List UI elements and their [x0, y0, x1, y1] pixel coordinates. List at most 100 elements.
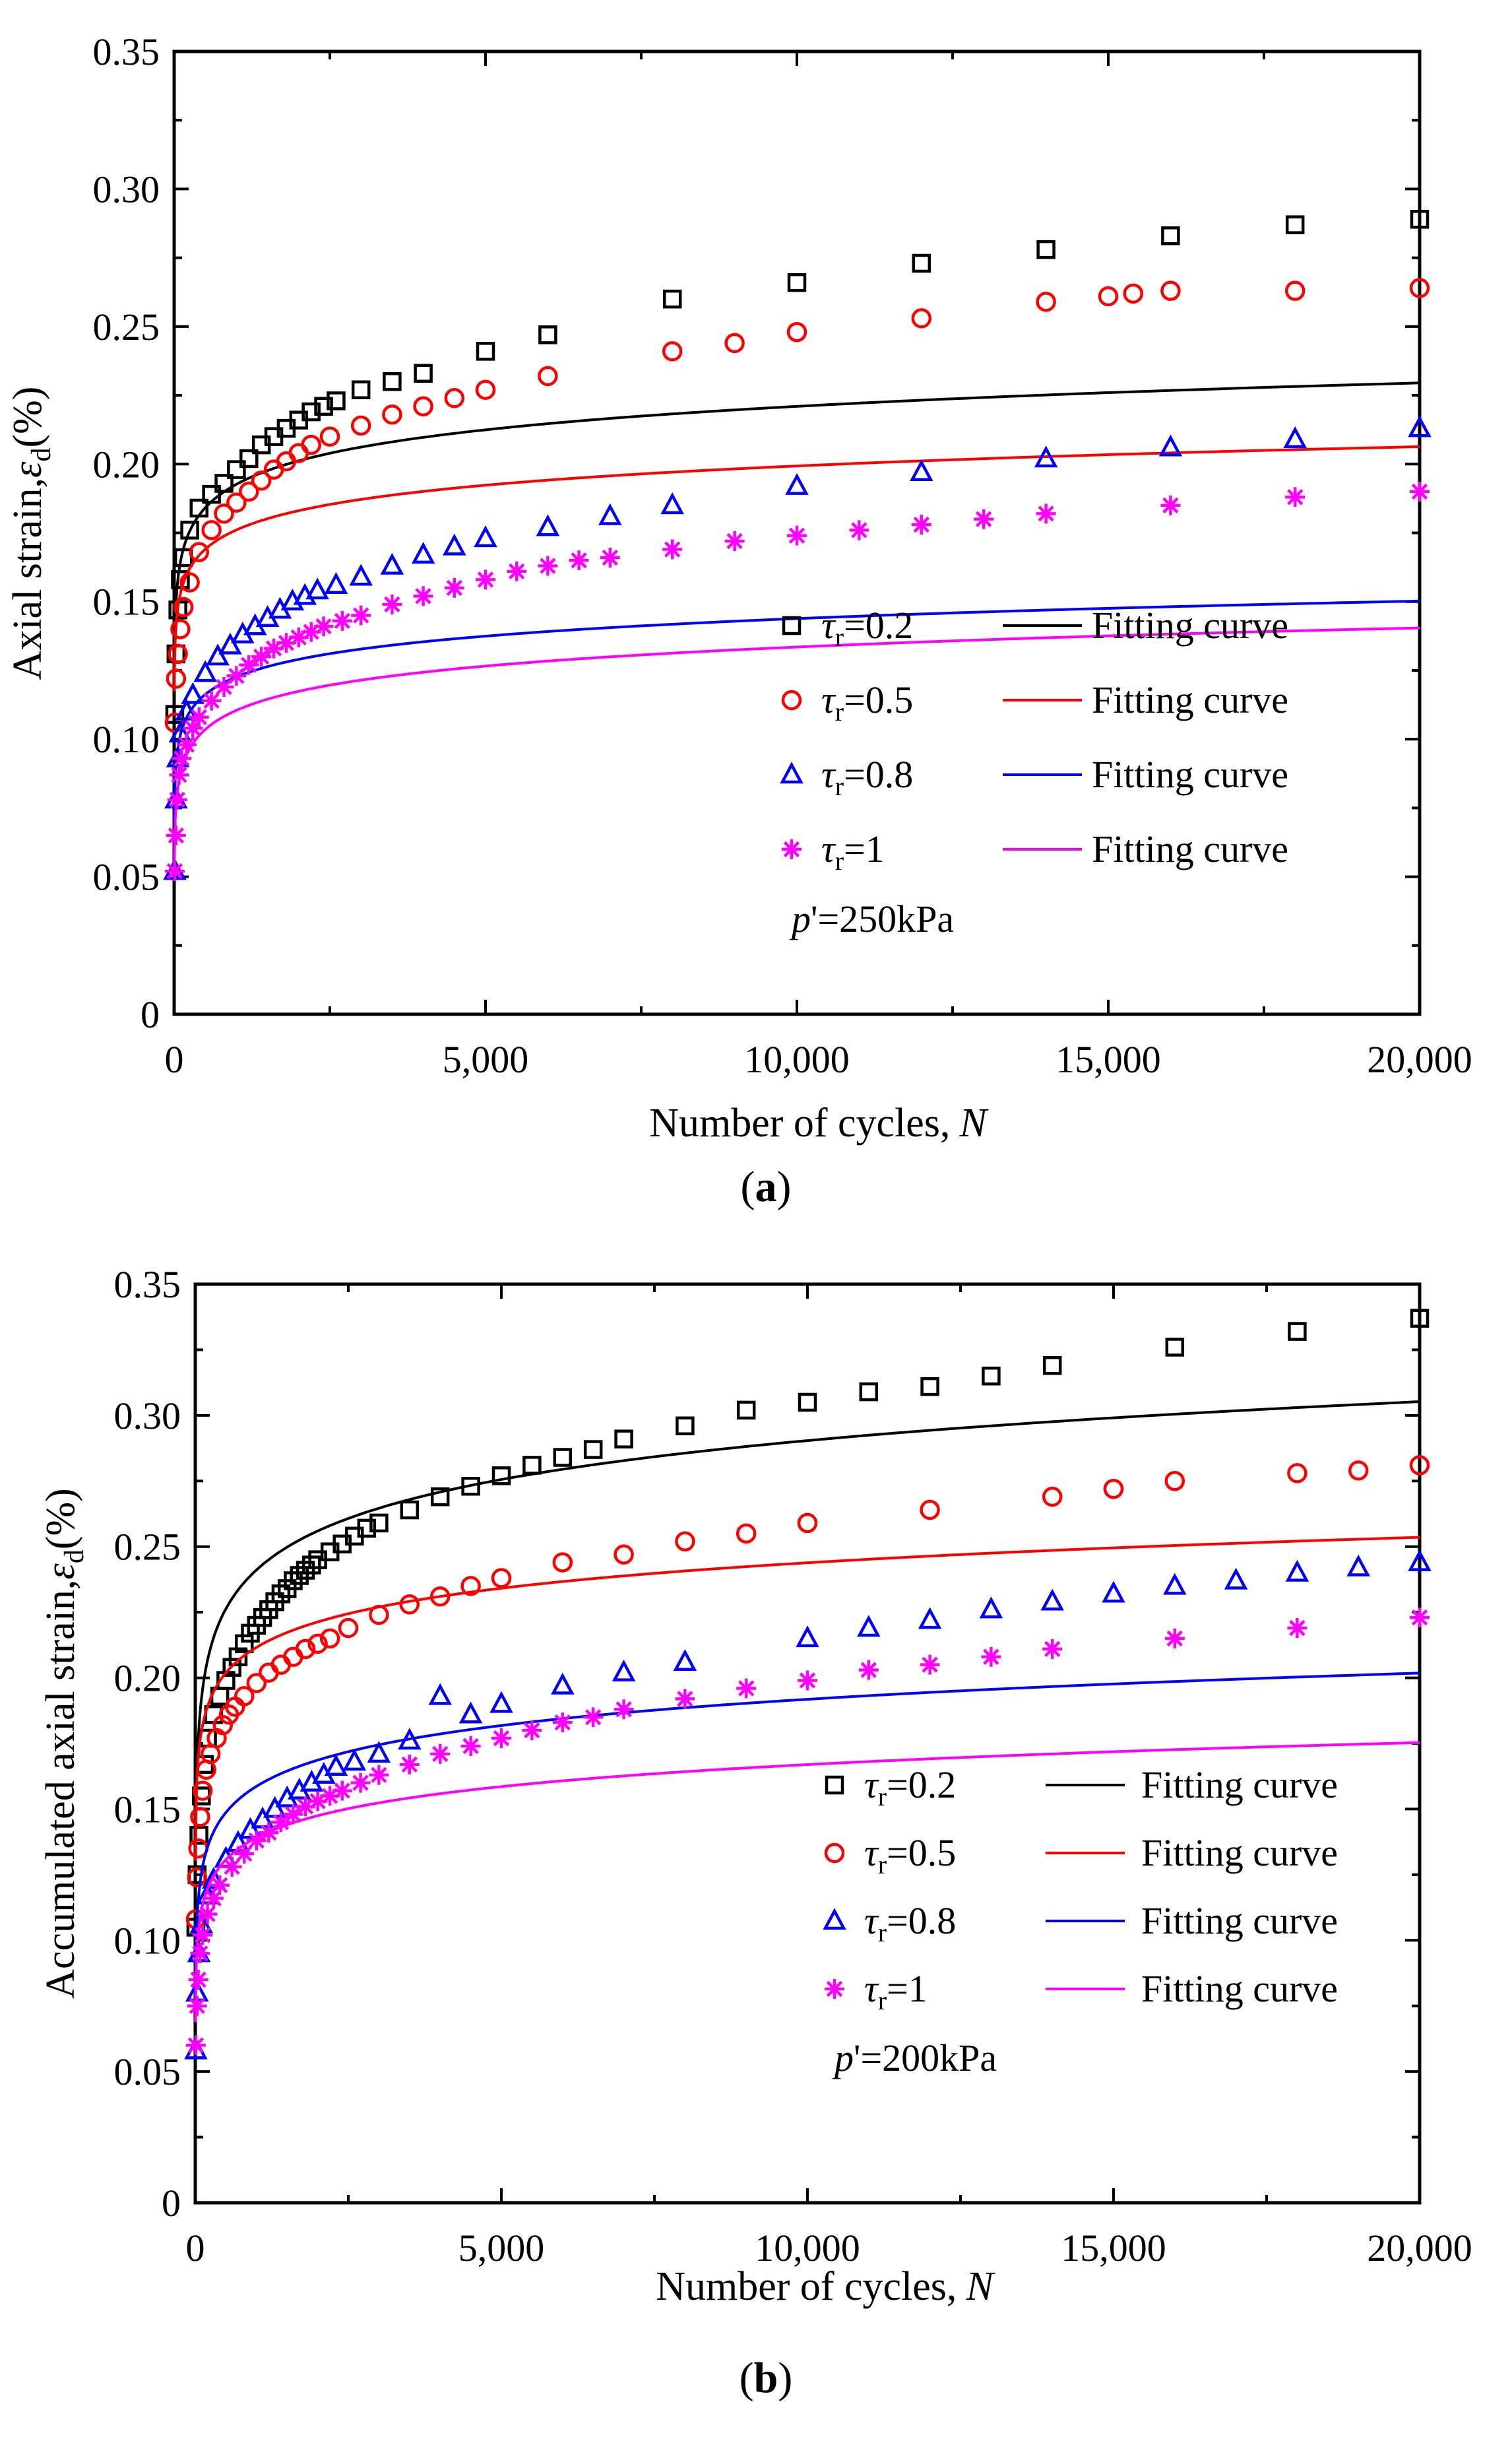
panel-a: 0 5,000 10,000 15,000 20,000 0 0.05 0.10 0.15 0.2… — [5, 30, 1472, 1211]
x-tick-label: 15,000 — [1061, 2227, 1166, 2269]
data-point — [301, 622, 321, 642]
data-point — [551, 1672, 575, 1695]
y-axis-label-var: ε — [38, 1563, 83, 1580]
data-point — [342, 1749, 367, 1771]
x-axis-label: Number of cycles, N — [649, 1101, 989, 1146]
data-point — [290, 1566, 309, 1585]
data-point — [1160, 495, 1181, 515]
data-point — [1224, 1567, 1248, 1590]
data-point — [1288, 1322, 1307, 1341]
data-point — [190, 1807, 210, 1827]
legend-value: =0.8 — [887, 1899, 956, 1942]
data-point — [296, 1561, 315, 1580]
legend-label: τr=0.8 — [821, 753, 913, 801]
data-point — [823, 1908, 846, 1930]
data-point — [522, 1720, 542, 1741]
data-point — [190, 1943, 210, 1964]
data-point — [350, 1772, 371, 1793]
x-tick-label: 0 — [165, 1038, 184, 1081]
legend-sub: r — [835, 771, 844, 801]
data-point — [324, 1754, 348, 1776]
x-axis-label-var: N — [965, 2264, 995, 2309]
data-point — [369, 1765, 389, 1785]
y-tick-label: 0.25 — [114, 1526, 181, 1569]
data-point — [1284, 280, 1306, 301]
data-point — [259, 1823, 279, 1843]
x-tick-label: 5,000 — [458, 2227, 545, 2269]
data-point — [239, 655, 259, 675]
data-point — [1034, 445, 1058, 468]
data-point — [301, 434, 321, 455]
data-point — [226, 666, 247, 686]
data-point — [399, 1754, 420, 1774]
data-point — [1036, 292, 1056, 312]
data-point — [246, 1673, 267, 1693]
x-tick-label: 20,000 — [1367, 1038, 1472, 1081]
data-point — [319, 1628, 340, 1649]
panel-caption-close: ) — [778, 2354, 792, 2402]
data-point — [1103, 1478, 1124, 1499]
series-2 — [185, 1455, 1430, 1930]
data-point — [798, 1670, 817, 1691]
data-point — [785, 472, 809, 495]
series-1 — [186, 1309, 1430, 1937]
data-point — [1165, 1338, 1185, 1357]
y-tick-label: 0.30 — [114, 1394, 181, 1437]
data-point — [332, 1780, 352, 1801]
data-point — [598, 503, 622, 525]
data-point — [538, 325, 557, 344]
data-point — [283, 1804, 303, 1825]
data-point — [170, 619, 191, 639]
data-point — [981, 1646, 1001, 1667]
y-tick-label: 0 — [162, 2182, 181, 2225]
legend-fit-label: Fitting curve — [1092, 828, 1288, 870]
data-point — [475, 379, 496, 400]
data-point — [1285, 215, 1305, 234]
data-point — [189, 707, 209, 727]
data-point — [1163, 1573, 1187, 1595]
legend-label: τr=1 — [821, 828, 885, 876]
data-point — [538, 366, 558, 387]
data-point — [1410, 481, 1430, 502]
data-point — [181, 682, 205, 704]
data-point — [314, 397, 333, 416]
data-point — [234, 1686, 255, 1707]
data-point — [782, 839, 802, 859]
data-point — [270, 1812, 291, 1833]
legend-sub: r — [835, 697, 844, 727]
legend-sub: r — [835, 622, 844, 652]
data-point — [172, 748, 192, 769]
data-point — [203, 1888, 224, 1908]
data-point — [168, 643, 188, 665]
y-axis-label-text: Axial strain, — [5, 478, 50, 680]
legend-var: τ — [821, 678, 836, 721]
data-point — [295, 1639, 316, 1660]
data-point — [369, 1513, 389, 1533]
confining-pressure-annotation: p'=200kPa — [832, 2036, 997, 2079]
data-point — [920, 1499, 940, 1520]
data-point — [288, 443, 309, 463]
y-axis-label: Axial strain,εd(%) — [5, 387, 57, 680]
legend-label: τr=0.5 — [864, 1831, 956, 1879]
data-point — [382, 594, 402, 614]
data-point — [284, 1571, 303, 1590]
data-point — [302, 1555, 321, 1575]
legend-value: =0.5 — [844, 678, 913, 721]
data-point — [911, 308, 932, 329]
data-point — [675, 1689, 695, 1709]
data-point — [1285, 1559, 1309, 1582]
data-point — [1346, 1554, 1370, 1577]
data-point — [400, 1500, 420, 1520]
data-point — [383, 372, 402, 391]
data-point — [167, 789, 187, 810]
data-point — [460, 1576, 481, 1596]
data-point — [736, 1678, 757, 1699]
legend-sub: r — [878, 1850, 887, 1879]
data-point — [351, 605, 371, 626]
data-point — [782, 616, 802, 635]
panel-caption-open: ( — [740, 2354, 754, 2402]
data-point — [429, 1586, 451, 1607]
data-point — [781, 690, 802, 711]
